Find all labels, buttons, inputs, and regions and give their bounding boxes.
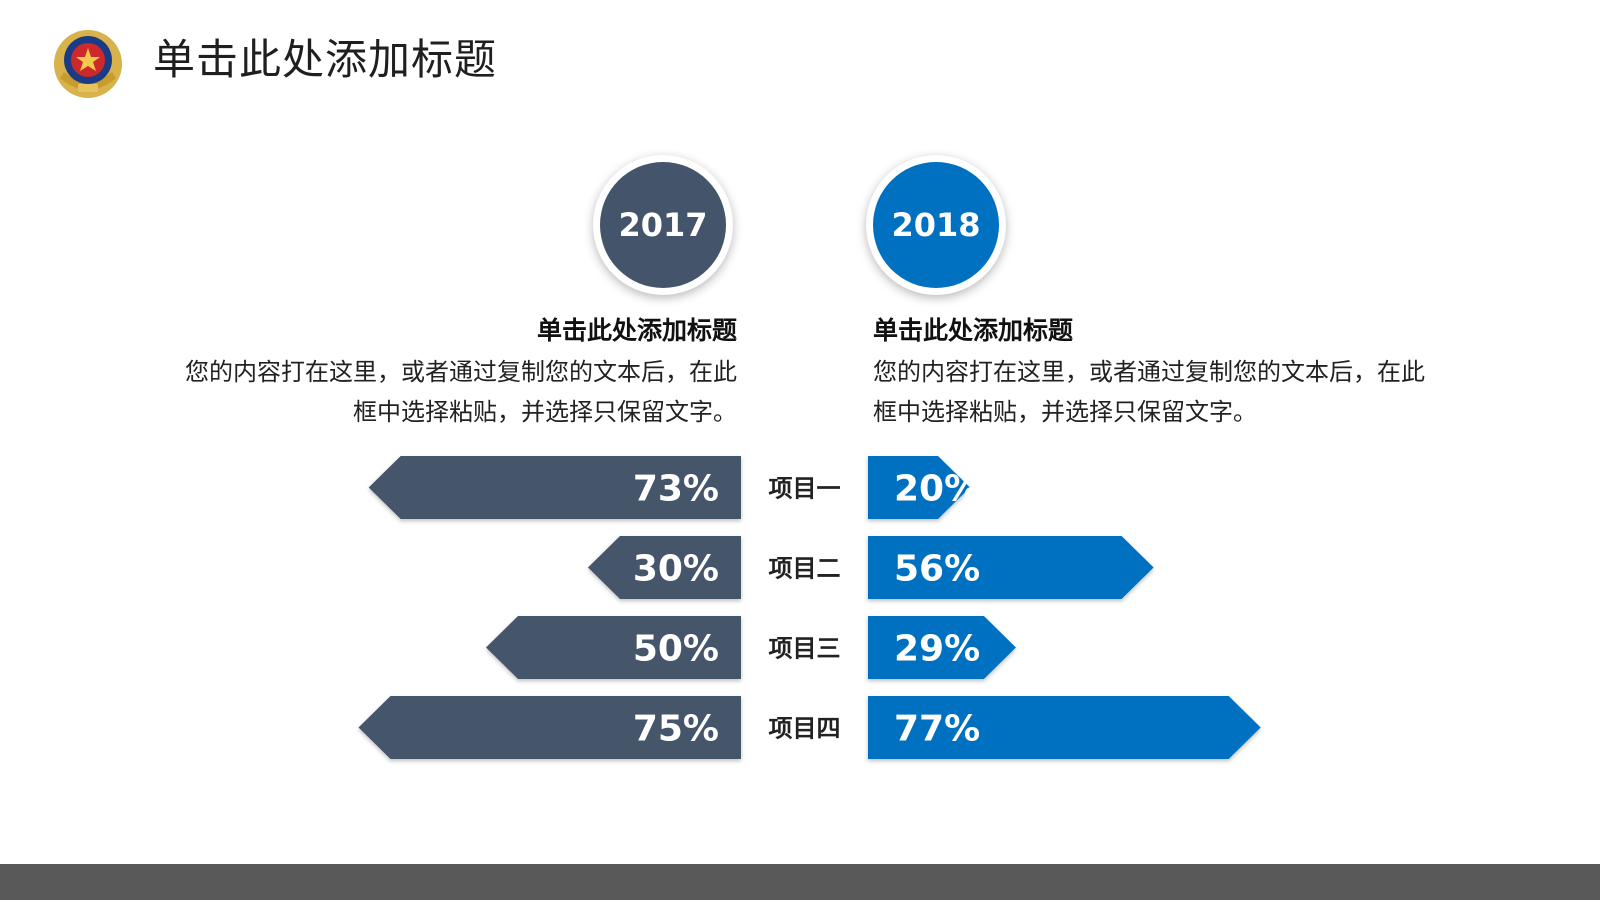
right-text-block: 单击此处添加标题 您的内容打在这里，或者通过复制您的文本后，在此 框中选择粘贴，… — [873, 314, 1493, 432]
footer-bar — [0, 864, 1600, 900]
page-title: 单击此处添加标题 — [153, 35, 498, 84]
label-2017-2: 30% — [633, 549, 719, 590]
left-block-body-line1: 您的内容打在这里，或者通过复制您的文本后，在此 — [185, 358, 737, 386]
label-2018-2: 56% — [894, 549, 980, 590]
label-2017-1: 73% — [633, 469, 719, 510]
year-2018-circle: 2018 — [866, 155, 1006, 295]
right-block-body-line2: 框中选择粘贴，并选择只保留文字。 — [873, 398, 1257, 426]
year-2018-label: 2018 — [873, 162, 999, 288]
label-2017-3: 50% — [633, 629, 719, 670]
right-block-body: 您的内容打在这里，或者通过复制您的文本后，在此 框中选择粘贴，并选择只保留文字。 — [873, 352, 1493, 432]
left-block-body: 您的内容打在这里，或者通过复制您的文本后，在此 框中选择粘贴，并选择只保留文字。 — [117, 352, 737, 432]
category-label-1: 项目一 — [769, 475, 841, 503]
bar-2017-1 — [368, 456, 741, 519]
label-2018-4: 77% — [894, 709, 980, 750]
right-block-body-line1: 您的内容打在这里，或者通过复制您的文本后，在此 — [873, 358, 1425, 386]
label-2018-3: 29% — [894, 629, 980, 670]
bar-2017-2 — [588, 536, 741, 599]
bar-2018-4 — [868, 696, 1261, 759]
category-label-4: 项目四 — [769, 715, 841, 743]
category-label-2: 项目二 — [769, 555, 841, 583]
year-2017-label: 2017 — [600, 162, 726, 288]
police-emblem-icon — [54, 30, 122, 98]
label-2017-4: 75% — [633, 709, 719, 750]
bar-2018-1 — [868, 456, 970, 519]
left-block-body-line2: 框中选择粘贴，并选择只保留文字。 — [353, 398, 737, 426]
left-text-block: 单击此处添加标题 您的内容打在这里，或者通过复制您的文本后，在此 框中选择粘贴，… — [117, 314, 737, 432]
left-block-heading: 单击此处添加标题 — [536, 316, 737, 345]
bar-2017-4 — [358, 696, 741, 759]
year-2017-circle: 2017 — [593, 155, 733, 295]
bar-2017-3 — [486, 616, 741, 679]
bar-2018-3 — [868, 616, 1016, 679]
right-block-heading: 单击此处添加标题 — [873, 316, 1074, 345]
label-2018-1: 20% — [894, 469, 980, 510]
bar-2018-2 — [868, 536, 1154, 599]
category-label-3: 项目三 — [769, 635, 841, 663]
